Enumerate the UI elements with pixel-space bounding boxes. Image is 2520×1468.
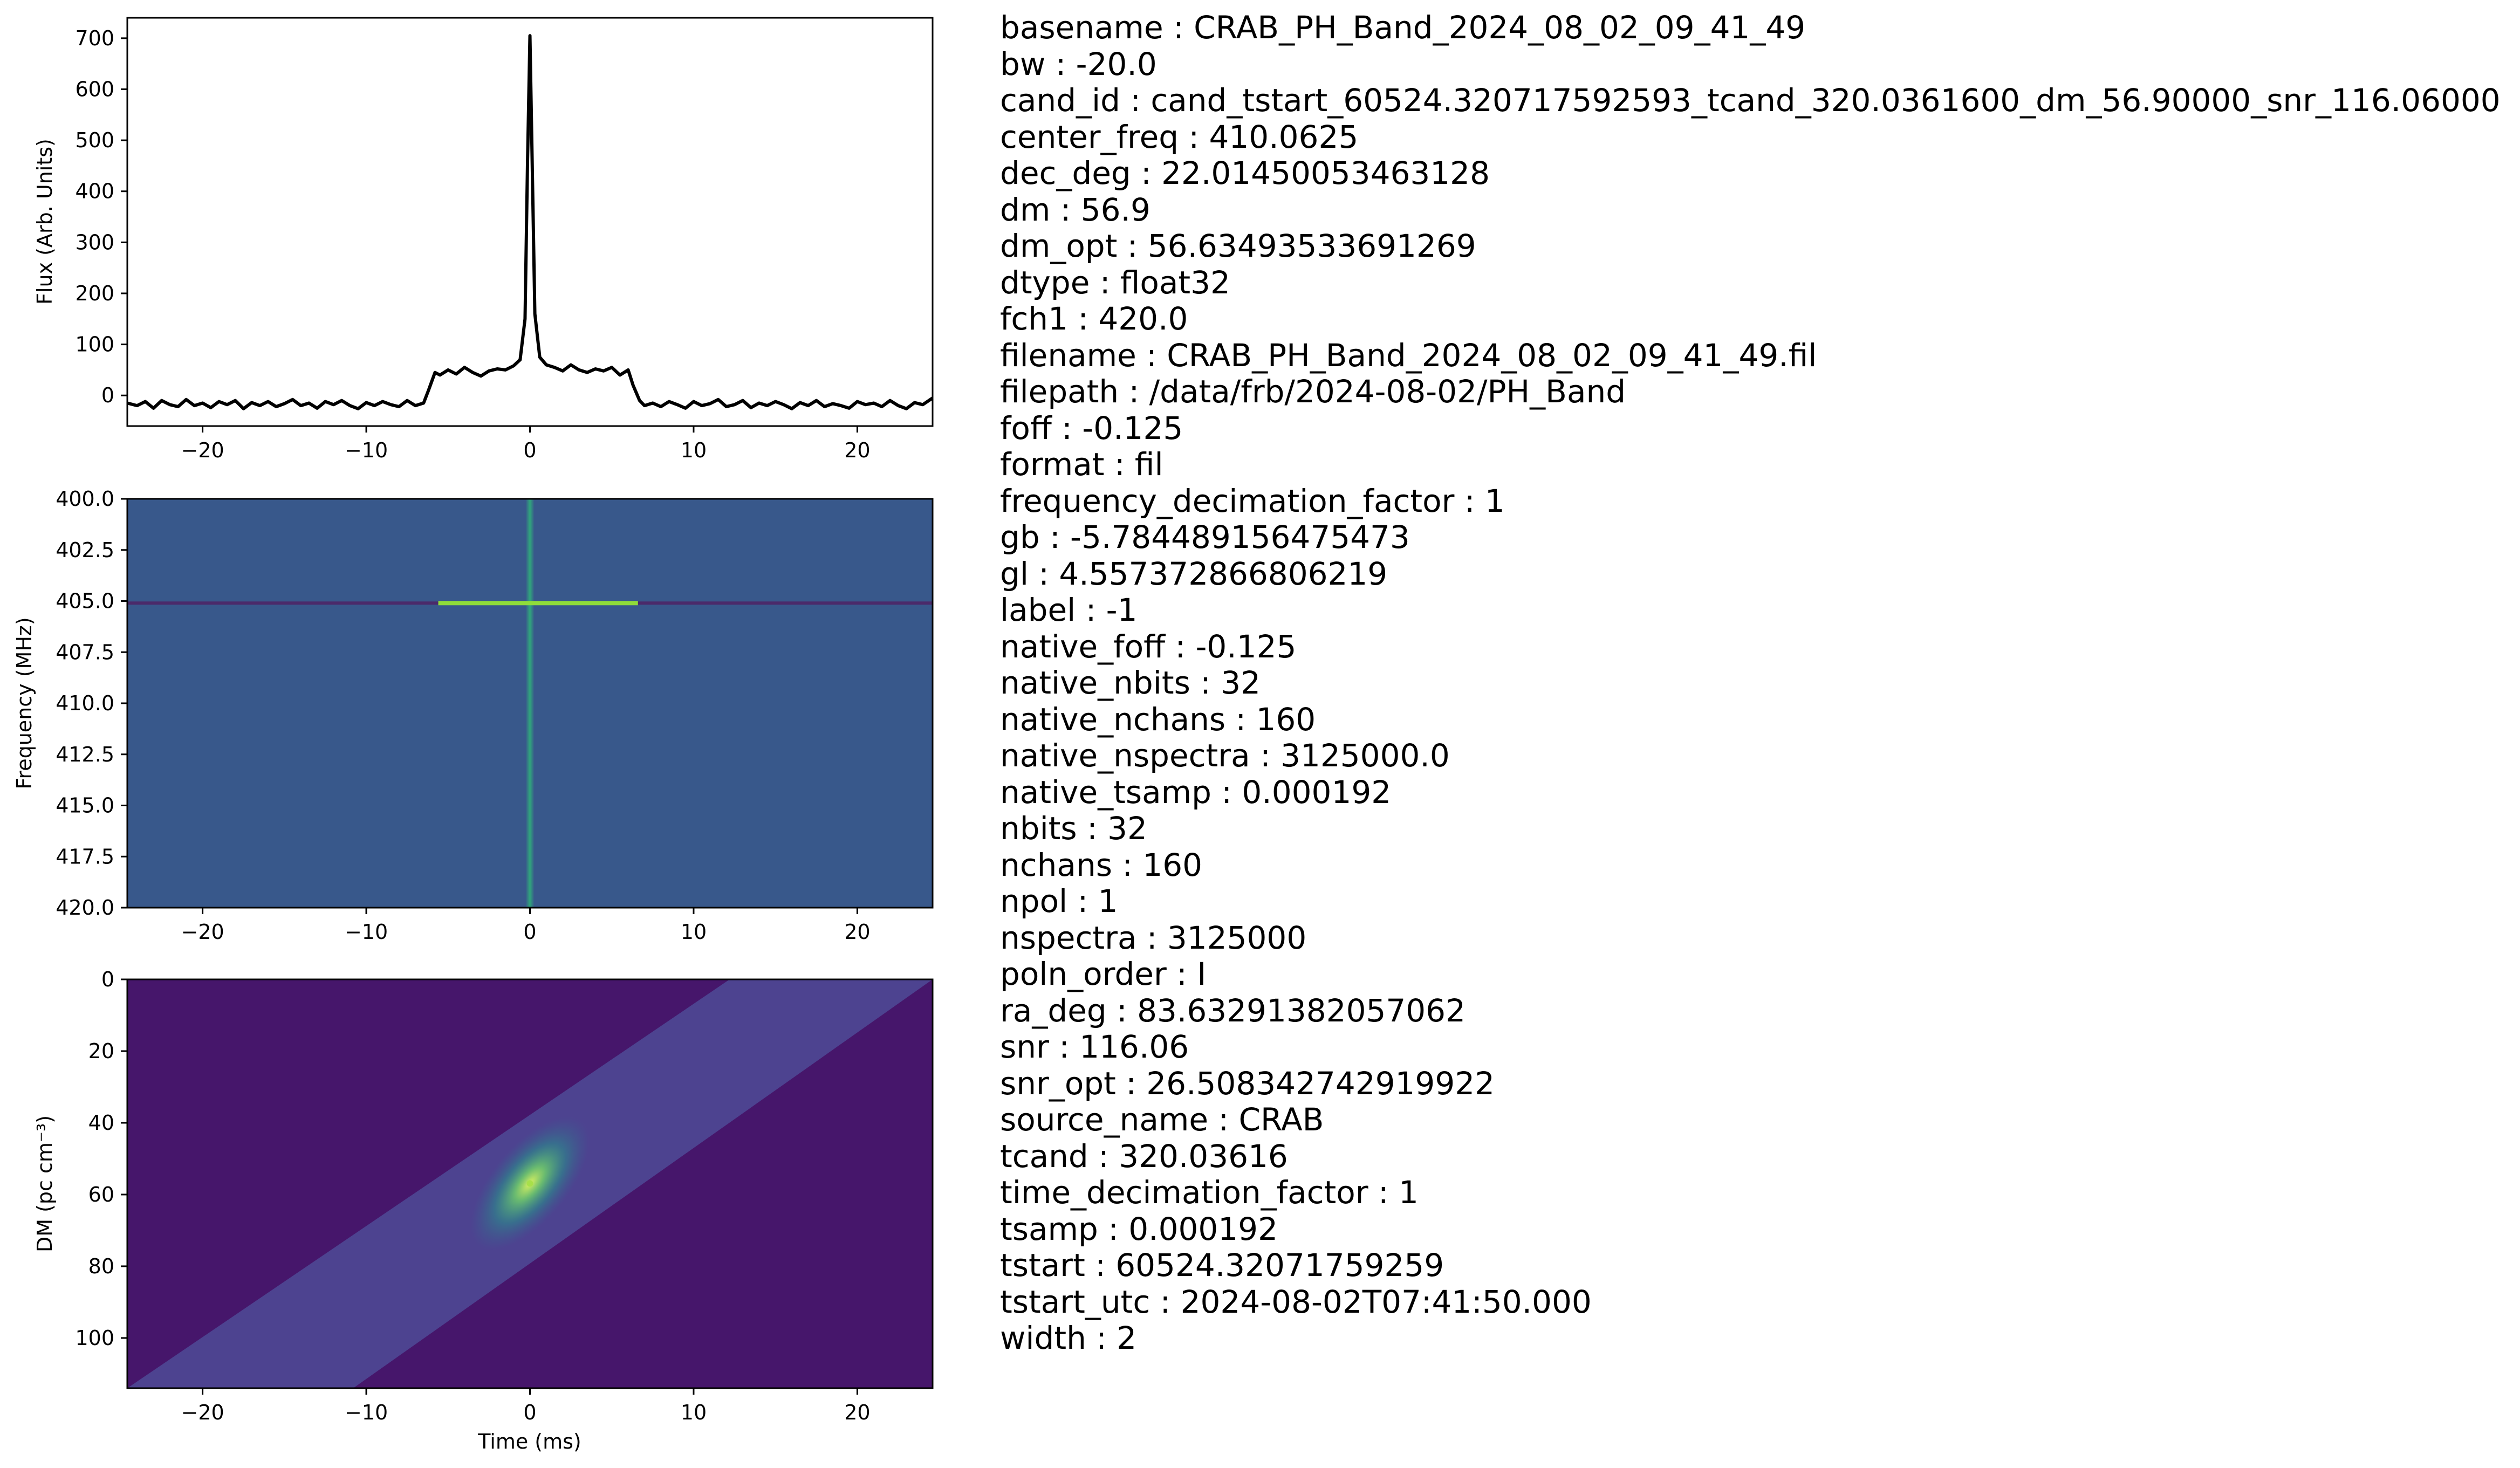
metadata-line: ra_deg : 83.63291382057062 — [1000, 992, 1466, 1029]
y-tick-label: 200 — [75, 282, 114, 305]
y-tick-label: 60 — [88, 1183, 114, 1206]
flux-panel: 0 100 200 300 400 500 600 700 −20 −10 0 10 20 Flux … — [33, 17, 934, 462]
flux-y-ticks: 0 100 200 300 400 500 600 700 — [75, 26, 127, 407]
metadata-line: width : 2 — [1000, 1320, 1137, 1356]
metadata-line: native_foff : -0.125 — [1000, 628, 1297, 665]
y-tick-label: 405.0 — [56, 589, 114, 613]
metadata-line: tcand : 320.03616 — [1000, 1137, 1288, 1175]
spectrum-panel: 400.0 402.5 405.0 407.5 410.0 412.5 415.0 417.5… — [12, 487, 934, 944]
x-tick-label: −10 — [345, 438, 388, 462]
y-tick-label: 402.5 — [56, 538, 114, 562]
metadata-line: dec_deg : 22.01450053463128 — [1000, 155, 1490, 191]
y-tick-label: 100 — [75, 1326, 114, 1350]
x-tick-label: 20 — [844, 1401, 870, 1424]
x-tick-label: −20 — [181, 920, 224, 944]
dm-time-panel: 0 20 40 60 80 100 −20 −10 0 10 20 DM (pc cm⁻³) Ti… — [33, 968, 934, 1453]
y-tick-label: 0 — [101, 968, 114, 991]
y-tick-label: 417.5 — [56, 845, 114, 868]
metadata-line: poln_order : I — [1000, 956, 1207, 992]
metadata-line: native_nspectra : 3125000.0 — [1000, 737, 1450, 774]
metadata-line: snr : 116.06 — [1000, 1028, 1189, 1065]
y-tick-label: 100 — [75, 333, 114, 356]
x-tick-label: 10 — [681, 920, 707, 944]
dmtime-x-ticks: −20 −10 0 10 20 — [181, 1388, 871, 1424]
spectrum-bright-segment — [438, 601, 638, 606]
y-tick-label: 407.5 — [56, 640, 114, 664]
spectrum-pulse-vertical-line — [525, 499, 535, 908]
metadata-line: frequency_decimation_factor : 1 — [1000, 482, 1505, 519]
metadata-line: label : -1 — [1000, 592, 1138, 628]
metadata-line: fch1 : 420.0 — [1000, 300, 1188, 337]
metadata-line: foff : -0.125 — [1000, 409, 1183, 447]
flux-y-axis-label: Flux (Arb. Units) — [33, 139, 57, 305]
y-tick-label: 415.0 — [56, 794, 114, 818]
x-tick-label: 20 — [844, 438, 870, 462]
y-tick-label: 500 — [75, 128, 114, 152]
metadata-line: nchans : 160 — [1000, 846, 1203, 883]
dmtime-y-axis-label: DM (pc cm⁻³) — [33, 1115, 57, 1252]
y-tick-label: 410.0 — [56, 691, 114, 715]
y-tick-label: 40 — [88, 1111, 114, 1135]
y-tick-label: 0 — [101, 383, 114, 407]
y-tick-label: 412.5 — [56, 743, 114, 766]
metadata-line: center_freq : 410.0625 — [1000, 118, 1359, 155]
y-tick-label: 300 — [75, 230, 114, 254]
x-tick-label: −20 — [181, 1401, 224, 1424]
x-tick-label: −10 — [345, 1401, 388, 1424]
y-tick-label: 600 — [75, 77, 114, 101]
metadata-line: npol : 1 — [1000, 883, 1118, 920]
x-tick-label: −20 — [181, 438, 224, 462]
metadata-line: native_nbits : 32 — [1000, 664, 1261, 701]
flux-series-line — [127, 34, 934, 410]
metadata-line: tstart : 60524.32071759259 — [1000, 1247, 1444, 1284]
metadata-line: filepath : /data/frb/2024-08-02/PH_Band — [1000, 373, 1626, 410]
metadata-line: native_tsamp : 0.000192 — [1000, 773, 1392, 811]
dmtime-x-axis-label: Time (ms) — [477, 1430, 581, 1453]
metadata-line: dtype : float32 — [1000, 264, 1230, 301]
metadata-line: nbits : 32 — [1000, 810, 1147, 847]
metadata-line: snr_opt : 26.508342742919922 — [1000, 1065, 1495, 1102]
metadata-line: gl : 4.557372866806219 — [1000, 555, 1388, 592]
metadata-line: nspectra : 3125000 — [1000, 919, 1307, 956]
metadata-line: tsamp : 0.000192 — [1000, 1210, 1278, 1247]
x-tick-label: 0 — [523, 920, 536, 944]
y-tick-label: 420.0 — [56, 896, 114, 920]
metadata-line: bw : -20.0 — [1000, 45, 1157, 83]
metadata-line: gb : -5.784489156475473 — [1000, 519, 1410, 555]
metadata-line: filename : CRAB_PH_Band_2024_08_02_09_41… — [1000, 337, 1817, 374]
metadata-line: dm : 56.9 — [1000, 191, 1151, 228]
x-tick-label: 10 — [681, 1401, 707, 1424]
metadata-line: basename : CRAB_PH_Band_2024_08_02_09_41… — [1000, 9, 1806, 46]
metadata-line: time_decimation_factor : 1 — [1000, 1174, 1419, 1211]
spectrum-x-ticks: −20 −10 0 10 20 — [181, 908, 871, 944]
x-tick-label: 0 — [523, 438, 536, 462]
metadata-line: native_nchans : 160 — [1000, 701, 1316, 738]
metadata-line: cand_id : cand_tstart_60524.320717592593… — [1000, 82, 2501, 119]
candidate-metadata-list: basename : CRAB_PH_Band_2024_08_02_09_41… — [1000, 9, 2510, 1357]
x-tick-label: −10 — [345, 920, 388, 944]
x-tick-label: 10 — [681, 438, 707, 462]
y-tick-label: 80 — [88, 1254, 114, 1278]
y-tick-label: 20 — [88, 1039, 114, 1063]
y-tick-label: 400 — [75, 180, 114, 203]
y-tick-label: 400.0 — [56, 487, 114, 511]
metadata-line: dm_opt : 56.63493533691269 — [1000, 228, 1476, 264]
metadata-line: format : fil — [1000, 446, 1163, 483]
dmtime-y-ticks: 0 20 40 60 80 100 — [75, 968, 127, 1350]
metadata-line: tstart_utc : 2024-08-02T07:41:50.000 — [1000, 1283, 1592, 1320]
x-tick-label: 20 — [844, 920, 870, 944]
spectrum-y-axis-label: Frequency (MHz) — [12, 617, 36, 789]
y-tick-label: 700 — [75, 26, 114, 50]
flux-x-ticks: −20 −10 0 10 20 — [181, 426, 871, 462]
spectrum-y-ticks: 400.0 402.5 405.0 407.5 410.0 412.5 415.0 417.5… — [56, 487, 127, 920]
dmtime-peak-core — [526, 1180, 533, 1187]
x-tick-label: 0 — [523, 1401, 536, 1424]
metadata-line: source_name : CRAB — [1000, 1101, 1324, 1138]
